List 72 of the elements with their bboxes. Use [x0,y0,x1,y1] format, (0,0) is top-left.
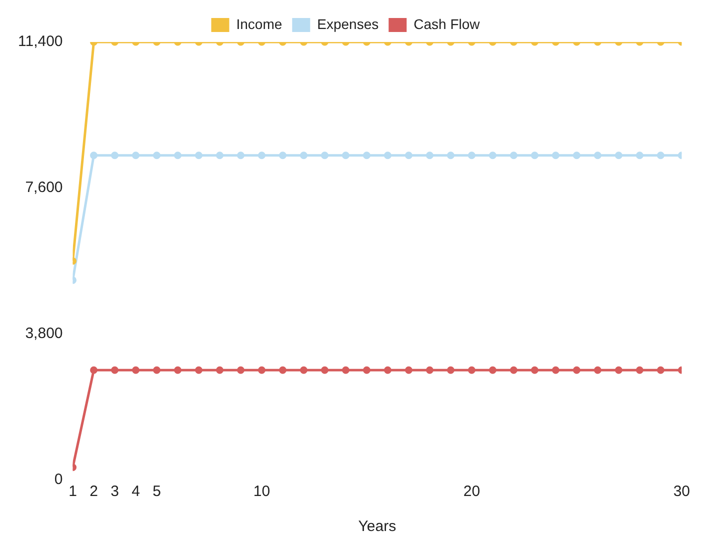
point [572,366,580,374]
point [404,366,412,374]
point [636,366,644,374]
point [384,366,392,374]
point [572,152,580,160]
point [111,152,119,160]
legend-label: Income [236,16,282,32]
x-tick-label: 30 [673,483,690,500]
x-tick-label: 1 [68,483,77,500]
point [90,152,98,160]
point [362,152,370,160]
point [614,366,622,374]
point [510,152,518,160]
point [362,366,370,374]
x-tick-label: 2 [90,483,98,500]
point [468,152,476,160]
point [488,152,496,160]
point [90,366,98,374]
point [404,152,412,160]
point [320,152,328,160]
y-tick-label: 11,400 [18,33,63,50]
point [446,366,454,374]
point [426,366,434,374]
point [594,366,602,374]
point [278,152,286,160]
point [174,366,182,374]
point [194,366,202,374]
x-tick-label: 20 [463,483,480,500]
point [530,152,538,160]
point [278,366,286,374]
point [636,152,644,160]
point [614,152,622,160]
point [132,152,140,160]
point [258,152,266,160]
point [488,366,496,374]
point [656,366,664,374]
point [174,152,182,160]
point [320,366,328,374]
y-tick-label: 3,800 [25,325,63,342]
point [300,152,308,160]
x-tick-label: 3 [110,483,119,500]
point [300,366,308,374]
x-tick-label: 10 [253,483,270,500]
y-tick-label: 0 [54,471,63,488]
point [258,366,266,374]
point [132,366,140,374]
point [236,152,244,160]
point [510,366,518,374]
point [236,366,244,374]
legend-label: Expenses [317,16,379,32]
point [153,152,160,160]
point [446,152,454,160]
point [552,366,560,374]
point [216,152,224,160]
point [656,152,664,160]
y-tick-label: 7,600 [25,179,63,196]
x-tick-label: 5 [152,483,161,500]
x-axis-title: Years [358,518,396,536]
x-tick-label: 4 [132,483,140,500]
point [111,366,119,374]
point [342,366,350,374]
point [468,366,476,374]
legend-label: Cash Flow [414,16,481,32]
point [530,366,538,374]
point [384,152,392,160]
point [216,366,224,374]
point [153,366,160,374]
point [594,152,602,160]
point [342,152,350,160]
point [426,152,434,160]
point [194,152,202,160]
point [552,152,560,160]
